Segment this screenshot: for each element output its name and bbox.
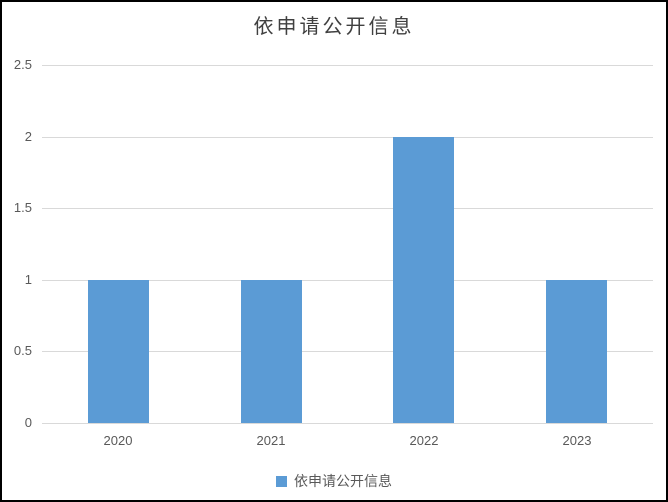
bar-2022 <box>393 137 454 423</box>
y-tick-label: 1.5 <box>13 200 32 215</box>
gridline <box>42 280 653 281</box>
gridline <box>42 208 653 209</box>
gridline <box>42 65 653 66</box>
bar-2023 <box>546 280 607 423</box>
x-tick-label: 2020 <box>103 433 133 448</box>
gridline <box>42 351 653 352</box>
gridline <box>42 423 653 424</box>
chart-title: 依申请公开信息 <box>253 16 415 38</box>
y-tick-label: 1 <box>24 272 32 287</box>
y-tick-label: 0 <box>24 415 32 430</box>
x-tick-label: 2021 <box>256 433 286 448</box>
legend-swatch-icon <box>276 475 287 487</box>
legend: 依申请公开信息 <box>2 471 666 491</box>
y-tick-label: 2 <box>24 129 32 144</box>
y-tick-label: 0.5 <box>13 343 32 358</box>
x-tick-label: 2022 <box>409 433 439 448</box>
bar-2021 <box>241 280 302 423</box>
y-tick-label: 2.5 <box>13 57 32 72</box>
bar-2020 <box>88 280 149 423</box>
legend-label: 依申请公开信息 <box>294 473 392 489</box>
x-tick-label: 2023 <box>562 433 592 448</box>
plot-area <box>42 65 653 424</box>
gridline <box>42 137 653 138</box>
